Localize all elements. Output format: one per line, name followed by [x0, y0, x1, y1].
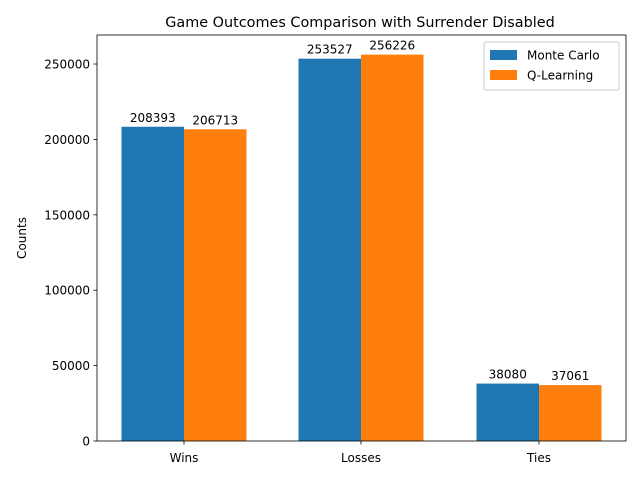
plot-frame	[96, 34, 627, 442]
bar-monte-carlo-losses	[298, 58, 361, 442]
plot-area: 208393 253527 38080 206713 256226 37061	[96, 34, 627, 442]
bar-q-learning-ties	[539, 385, 602, 441]
bar-q-learning-wins	[184, 129, 247, 442]
x-axis: Wins Losses Ties	[170, 441, 551, 465]
legend: Monte Carlo Q-Learning	[483, 41, 620, 91]
data-label: 37061	[551, 369, 589, 383]
legend-box	[483, 41, 620, 91]
y-tick-label: 0	[82, 435, 90, 449]
legend-label: Monte Carlo	[527, 49, 600, 63]
bar-monte-carlo-wins	[121, 126, 184, 442]
y-tick-label: 100000	[44, 284, 90, 298]
legend-label: Q-Learning	[527, 69, 593, 83]
bar-monte-carlo-ties	[476, 383, 539, 441]
y-tick-label: 150000	[44, 208, 90, 222]
data-label: 38080	[489, 368, 527, 382]
y-axis: 0 50000 100000 150000 200000 250000	[44, 58, 97, 449]
y-axis-label: Counts	[15, 217, 29, 259]
chart-title: Game Outcomes Comparison with Surrender …	[165, 15, 555, 31]
y-tick-label: 200000	[44, 133, 90, 147]
x-tick-label: Ties	[526, 451, 551, 465]
data-label: 206713	[192, 113, 238, 127]
legend-swatch	[490, 70, 517, 80]
y-tick-label: 250000	[44, 58, 90, 72]
x-tick-label: Losses	[341, 451, 381, 465]
x-tick-label: Wins	[170, 451, 199, 465]
data-label: 253527	[307, 43, 353, 57]
data-label: 208393	[130, 111, 176, 125]
bar-q-learning-losses	[361, 54, 424, 442]
legend-swatch	[490, 50, 517, 60]
y-tick-label: 50000	[52, 359, 90, 373]
data-label: 256226	[369, 39, 415, 53]
